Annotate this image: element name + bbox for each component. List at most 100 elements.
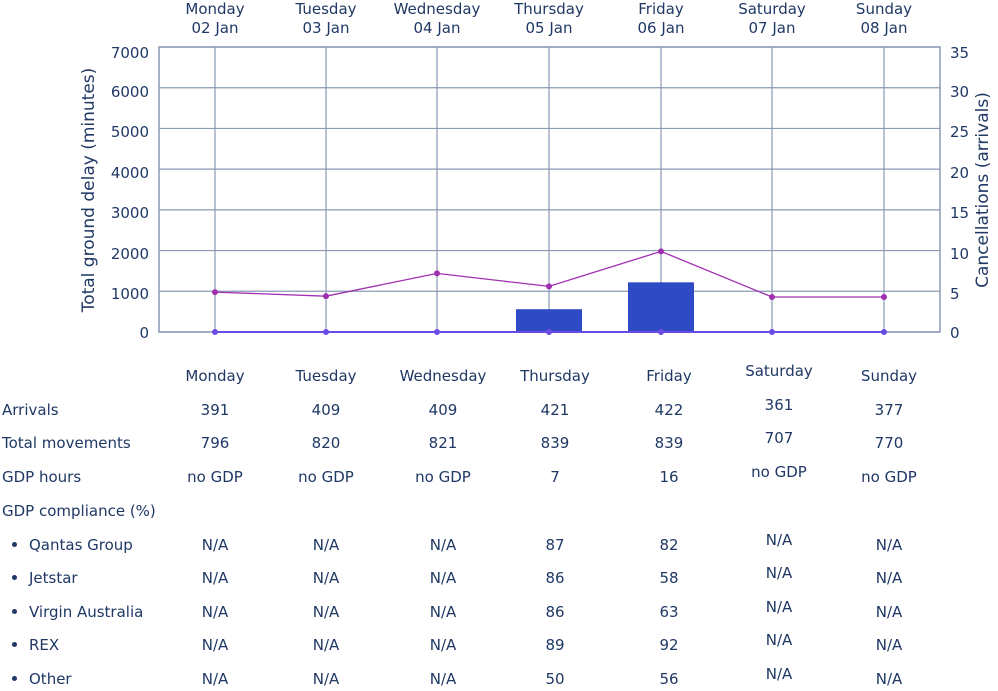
column-header: Saturday — [745, 362, 813, 380]
table-cell: N/A — [429, 569, 457, 587]
data-point — [434, 270, 440, 277]
row-label-text: Qantas Group — [29, 536, 133, 554]
row-label: REX — [2, 635, 59, 655]
data-point — [323, 329, 329, 335]
table-cell: 7 — [550, 468, 560, 486]
left-tick: 7000 — [110, 44, 149, 62]
left-tick: 4000 — [110, 164, 149, 182]
column-header: Thursday — [520, 367, 590, 385]
table-cell: 58 — [659, 569, 679, 587]
left-tick: 2000 — [110, 245, 149, 263]
table-cell: 16 — [659, 468, 679, 486]
table-cell: N/A — [875, 636, 903, 654]
data-point — [881, 329, 887, 335]
left-tick: 3000 — [110, 204, 149, 222]
row-label: GDP compliance (%) — [2, 501, 156, 521]
data-point — [658, 248, 664, 255]
table-cell: N/A — [201, 636, 229, 654]
table-cell: N/A — [201, 603, 229, 621]
table-cell: N/A — [312, 636, 340, 654]
table-cell: N/A — [765, 598, 793, 616]
table-cell: N/A — [875, 569, 903, 587]
table-cell: N/A — [201, 670, 229, 688]
table-cell: 63 — [659, 603, 679, 621]
table-cell: 50 — [545, 670, 565, 688]
table-cell: 56 — [659, 670, 679, 688]
data-point — [546, 283, 552, 290]
table-cell: no GDP — [415, 468, 471, 486]
bullet-icon — [12, 675, 17, 681]
day-header-sunday: Sunday 08 Jan — [824, 0, 944, 38]
left-tick: 5000 — [110, 123, 149, 141]
day-date: 04 Jan — [413, 19, 461, 37]
day-header-monday: Monday 02 Jan — [155, 0, 275, 38]
day-header-saturday: Saturday 07 Jan — [712, 0, 832, 38]
table-row: REX N/A N/A N/A 89 92 N/A N/A — [0, 631, 998, 657]
data-point — [434, 329, 440, 335]
data-point — [323, 293, 329, 300]
table-cell: 391 — [200, 401, 230, 419]
table-cell: 377 — [874, 401, 904, 419]
table-row: GDP hours no GDP no GDP no GDP 7 16 no GDP no G… — [0, 463, 998, 489]
row-label-text: Other — [29, 670, 72, 688]
row-label-text: REX — [29, 636, 60, 654]
data-point — [546, 329, 552, 335]
table-cell: N/A — [429, 536, 457, 554]
line-series — [212, 248, 887, 335]
bullet-icon — [12, 574, 17, 580]
table-row: Other N/A N/A N/A 50 56 N/A N/A — [0, 665, 998, 691]
right-tick: 35 — [950, 44, 970, 62]
table-cell: N/A — [429, 603, 457, 621]
right-tick: 5 — [950, 285, 960, 303]
table-row: GDP compliance (%) — [0, 501, 998, 523]
data-point — [769, 329, 775, 335]
column-header: Tuesday — [295, 367, 357, 385]
day-name: Monday — [185, 0, 245, 18]
column-header: Friday — [646, 367, 692, 385]
table-cell: N/A — [875, 670, 903, 688]
table-cell: no GDP — [861, 468, 917, 486]
table-cell: N/A — [312, 569, 340, 587]
table-cell: 796 — [200, 434, 230, 452]
row-label: Jetstar — [2, 568, 78, 588]
table-cell: 86 — [545, 569, 565, 587]
day-name: Tuesday — [295, 0, 357, 18]
table-row: Virgin Australia N/A N/A N/A 86 63 N/A N/A — [0, 598, 998, 624]
table-cell: 821 — [428, 434, 458, 452]
data-point — [769, 293, 775, 300]
table-cell: no GDP — [187, 468, 243, 486]
data-point — [212, 289, 218, 296]
table-cell: 770 — [874, 434, 904, 452]
table-cell: N/A — [312, 603, 340, 621]
table-cell: 707 — [764, 429, 794, 447]
day-header-friday: Friday 06 Jan — [601, 0, 721, 38]
column-header: Wednesday — [399, 367, 487, 385]
left-tick: 1000 — [110, 285, 149, 303]
data-point — [881, 293, 887, 300]
table-cell: N/A — [875, 536, 903, 554]
table-cell: 89 — [545, 636, 565, 654]
table-cell: 87 — [545, 536, 565, 554]
row-label: Other — [2, 669, 72, 689]
day-name: Friday — [638, 0, 684, 18]
day-name: Thursday — [514, 0, 584, 18]
column-header: Monday — [185, 367, 245, 385]
table-cell: N/A — [765, 665, 793, 683]
table-cell: 86 — [545, 603, 565, 621]
left-tick: 0 — [139, 324, 149, 342]
day-header-tuesday: Tuesday 03 Jan — [266, 0, 386, 38]
table-cell: 409 — [428, 401, 458, 419]
day-date: 02 Jan — [191, 19, 239, 37]
right-tick: 0 — [950, 324, 960, 342]
left-tick: 6000 — [110, 83, 149, 101]
table-row: Jetstar N/A N/A N/A 86 58 N/A N/A — [0, 564, 998, 590]
row-label: Total movements — [2, 433, 131, 453]
table-cell: 421 — [540, 401, 570, 419]
table-cell: no GDP — [298, 468, 354, 486]
day-date: 07 Jan — [748, 19, 796, 37]
table-cell: 422 — [654, 401, 684, 419]
table-cell: N/A — [765, 631, 793, 649]
bullet-icon — [12, 608, 17, 614]
day-name: Sunday — [855, 0, 913, 18]
table-cell: N/A — [201, 569, 229, 587]
